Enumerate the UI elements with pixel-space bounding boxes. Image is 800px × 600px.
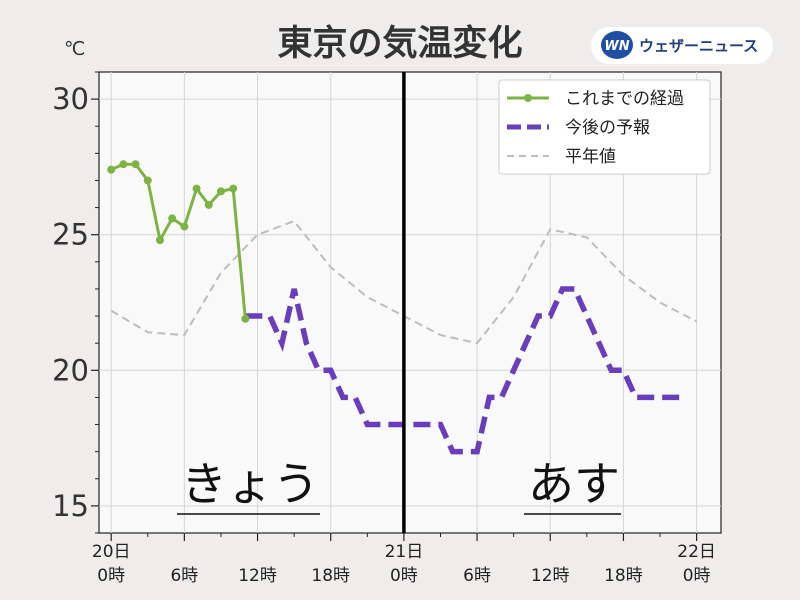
x-tick-time: 0時 xyxy=(683,566,711,586)
observed-point xyxy=(107,165,116,174)
x-tick-time: 6時 xyxy=(170,566,198,586)
brand-name: ウェザーニュース xyxy=(639,37,758,55)
y-tick-label: 25 xyxy=(52,218,89,252)
observed-point xyxy=(229,184,238,193)
series-layer xyxy=(107,72,698,533)
x-tick-time: 6時 xyxy=(463,566,491,586)
observed-point xyxy=(143,176,152,185)
legend: これまでの経過 今後の予報 平年値 xyxy=(498,79,711,175)
observed-point xyxy=(216,187,225,196)
observed-point xyxy=(119,160,128,169)
axes: 15 20 25 30 20日 0時 6時 12時 18時 21日 0時 6時 12時 18時 22日 0時 xyxy=(52,71,716,586)
observed-point xyxy=(155,236,164,245)
y-unit-label: ℃ xyxy=(64,38,85,60)
x-tick-time: 0時 xyxy=(390,566,418,586)
y-tick-label: 20 xyxy=(52,353,89,387)
x-tick-time: 0時 xyxy=(97,566,125,586)
today-label: きょう xyxy=(181,457,319,511)
brand-badge xyxy=(591,27,773,64)
x-tick-time: 18時 xyxy=(311,566,350,586)
legend-label-normal: 平年値 xyxy=(565,147,616,167)
y-tick-label: 30 xyxy=(52,82,89,116)
x-tick-time: 12時 xyxy=(531,566,570,586)
observed-point xyxy=(204,200,213,209)
series-line-forecast xyxy=(245,286,685,455)
brand-logo: WN ウェザーニュース xyxy=(591,27,773,64)
observed-point xyxy=(131,160,140,169)
observed-point xyxy=(241,314,250,323)
x-tick-date: 22日 xyxy=(677,542,716,562)
legend-box xyxy=(498,79,711,175)
tomorrow-label: あす xyxy=(528,457,620,511)
x-tick-time: 18時 xyxy=(604,566,643,586)
y-tick-label: 15 xyxy=(52,489,89,523)
x-tick-time: 12時 xyxy=(238,566,277,586)
observed-point xyxy=(168,214,177,223)
legend-label-observed: これまでの経過 xyxy=(565,89,684,109)
brand-mark-icon xyxy=(601,31,633,59)
page-title: 東京の気温変化 xyxy=(277,23,522,64)
observed-point xyxy=(180,222,189,231)
legend-marker-observed xyxy=(524,94,532,102)
x-tick-date: 20日 xyxy=(92,542,131,562)
x-tick-date: 21日 xyxy=(385,542,424,562)
legend-label-forecast: 今後の予報 xyxy=(565,118,650,138)
brand-mark-text: WN xyxy=(604,39,629,54)
observed-point xyxy=(192,184,201,193)
